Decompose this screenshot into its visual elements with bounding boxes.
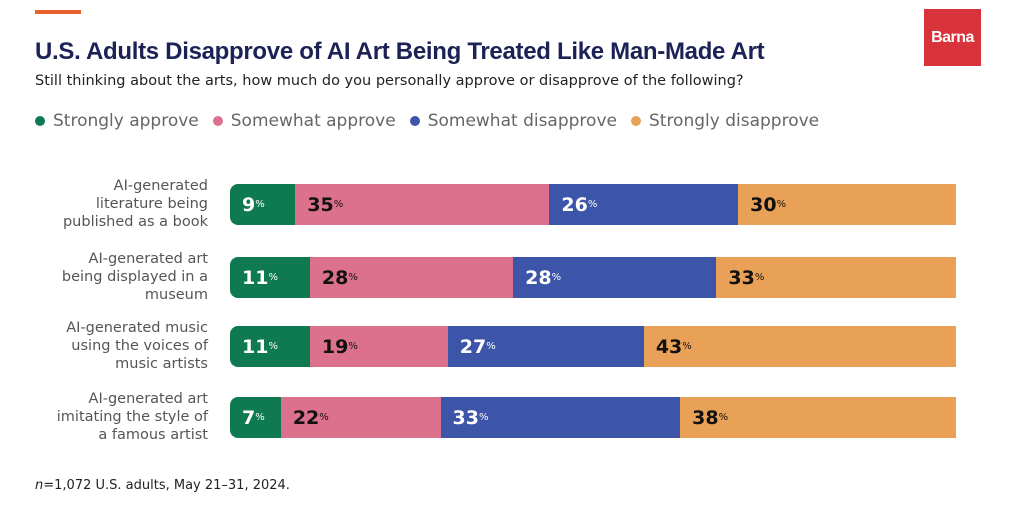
percent-sign: % xyxy=(348,272,358,283)
bar-segment-strongly-approve: 11% xyxy=(230,326,310,367)
percent-sign: % xyxy=(682,341,692,352)
bar-segment-strongly-approve: 9% xyxy=(230,184,296,225)
legend-dot xyxy=(409,116,420,126)
legend-item: Somewhat disapprove xyxy=(409,111,617,131)
legend-label: Somewhat disapprove xyxy=(427,111,617,131)
category-label: AI-generated art being displayed in a muse… xyxy=(8,250,208,304)
category-label-line: museum xyxy=(144,287,208,303)
data-label: 26 xyxy=(561,193,588,216)
category-label-line: published as a book xyxy=(62,214,208,230)
bar-segment-somewhat-disapprove: 26% xyxy=(549,184,739,225)
bar-segment-strongly-approve: 7% xyxy=(230,397,281,438)
legend-item: Strongly disapprove xyxy=(630,111,820,131)
legend-label: Strongly approve xyxy=(53,111,199,131)
category-label-line: AI-generated art xyxy=(88,391,208,407)
data-label: 33 xyxy=(452,406,479,429)
percent-sign: % xyxy=(348,341,358,352)
legend-dot xyxy=(630,116,641,126)
stacked-bar: 11% 28% 28% 33% xyxy=(230,257,956,298)
category-label-line: using the voices of xyxy=(71,338,208,354)
data-label: 28 xyxy=(321,266,349,289)
data-label: 33 xyxy=(728,266,755,289)
legend-label: Strongly disapprove xyxy=(648,111,820,131)
bar-segment-strongly-disapprove: 43% xyxy=(643,326,956,367)
category-label: AI-generated art imitating the style of a … xyxy=(8,390,208,444)
percent-sign: % xyxy=(718,412,729,423)
bar-segment-somewhat-approve: 35% xyxy=(295,184,550,225)
chart-subtitle: Still thinking about the arts, how much … xyxy=(35,73,744,89)
data-label: 22 xyxy=(292,406,320,429)
data-label: 7 xyxy=(242,406,256,429)
percent-sign: % xyxy=(587,199,598,210)
percent-sign: % xyxy=(268,272,278,283)
percent-sign: % xyxy=(754,272,765,283)
note-n: n xyxy=(35,478,44,493)
data-label: 38 xyxy=(692,406,719,429)
sample-note: n=1,072 U.S. adults, May 21–31, 2024. xyxy=(35,478,290,493)
category-label: AI-generated music using the voices of mus… xyxy=(8,319,208,373)
stacked-bar: 11% 19% 27% 43% xyxy=(230,326,956,367)
percent-sign: % xyxy=(486,341,496,352)
percent-sign: % xyxy=(333,199,344,210)
accent-bar xyxy=(35,10,81,14)
category-label-line: AI-generated art xyxy=(88,251,208,267)
percent-sign: % xyxy=(255,199,265,210)
data-label: 19 xyxy=(321,335,349,358)
category-label-line: AI-generated music xyxy=(66,320,208,336)
category-label-line: AI-generated xyxy=(113,178,208,194)
percent-sign: % xyxy=(478,412,489,423)
category-label: AI-generated literature being published as… xyxy=(8,177,208,231)
bar-segment-strongly-approve: 11% xyxy=(230,257,310,298)
bar-segment-somewhat-disapprove: 33% xyxy=(440,397,681,438)
bar-segment-strongly-disapprove: 38% xyxy=(680,397,956,438)
legend-item: Strongly approve xyxy=(35,111,199,131)
bar-segment-somewhat-approve: 22% xyxy=(280,397,441,438)
data-label: 11 xyxy=(242,335,269,358)
data-label: 43 xyxy=(655,335,683,358)
bar-segment-somewhat-disapprove: 27% xyxy=(447,326,644,367)
percent-sign: % xyxy=(255,412,265,423)
chart-title: U.S. Adults Disapprove of AI Art Being T… xyxy=(35,38,765,65)
category-label-line: a famous artist xyxy=(98,427,208,443)
data-label: 30 xyxy=(750,193,777,216)
legend-dot xyxy=(212,116,223,126)
legend: Strongly approve Somewhat approve Somewhat… xyxy=(35,111,819,131)
percent-sign: % xyxy=(551,272,562,283)
percent-sign: % xyxy=(776,199,787,210)
percent-sign: % xyxy=(268,341,278,352)
stacked-bar: 9% 35% 26% 30% xyxy=(230,184,956,225)
category-label-line: imitating the style of xyxy=(56,409,208,425)
data-label: 28 xyxy=(525,266,552,289)
bar-segment-somewhat-approve: 28% xyxy=(309,257,514,298)
category-label-line: literature being xyxy=(95,196,208,212)
data-label: 9 xyxy=(242,193,256,216)
bar-segment-somewhat-disapprove: 28% xyxy=(513,257,717,298)
note-text: =1,072 U.S. adults, May 21–31, 2024. xyxy=(43,478,290,493)
bar-segment-somewhat-approve: 19% xyxy=(309,326,448,367)
data-label: 11 xyxy=(242,266,269,289)
category-label-line: being displayed in a xyxy=(61,269,208,285)
legend-label: Somewhat approve xyxy=(230,111,396,131)
bar-segment-strongly-disapprove: 33% xyxy=(716,257,956,298)
data-label: 27 xyxy=(459,335,487,358)
legend-item: Somewhat approve xyxy=(212,111,396,131)
category-label-line: music artists xyxy=(115,356,208,372)
stacked-bar: 7% 22% 33% 38% xyxy=(230,397,956,438)
barna-logo: Barna xyxy=(924,9,981,66)
data-label: 35 xyxy=(307,193,334,216)
bar-segment-strongly-disapprove: 30% xyxy=(738,184,956,225)
percent-sign: % xyxy=(319,412,329,423)
legend-dot xyxy=(35,116,45,126)
